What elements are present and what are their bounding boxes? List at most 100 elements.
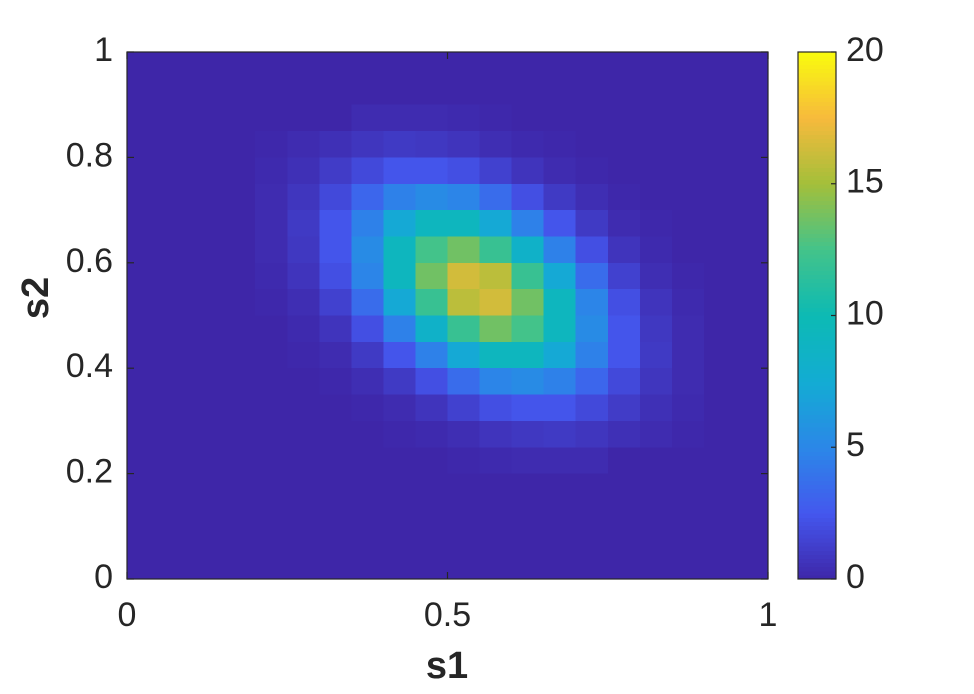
- heatmap-cell: [351, 183, 384, 211]
- heatmap-cell: [159, 131, 192, 158]
- heatmap-cell: [735, 552, 769, 580]
- heatmap-cell: [447, 236, 481, 264]
- heatmap-cell: [671, 552, 705, 580]
- heatmap-cell: [479, 289, 513, 317]
- heatmap-cell: [351, 289, 384, 317]
- colorbar-swatch: [798, 500, 836, 506]
- colorbar-swatch: [798, 126, 836, 131]
- heatmap-cell: [543, 104, 577, 132]
- colorbar-swatch: [798, 64, 836, 70]
- heatmap-cell: [671, 236, 705, 264]
- colorbar-swatch: [798, 117, 836, 123]
- colorbar-swatch: [798, 270, 836, 275]
- heatmap-cell: [671, 210, 705, 238]
- heatmap-cell: [575, 183, 609, 211]
- heatmap-cell: [223, 157, 256, 185]
- heatmap-cell: [351, 78, 384, 106]
- heatmap-cell: [223, 78, 256, 106]
- heatmap-cell: [255, 236, 288, 264]
- heatmap-cell: [159, 315, 192, 343]
- heatmap-cell: [415, 341, 449, 369]
- heatmap-cell: [287, 526, 320, 554]
- colorbar-swatch: [798, 303, 836, 308]
- heatmap-cell: [543, 210, 577, 238]
- heatmap-cell: [319, 499, 352, 527]
- heatmap-cell: [575, 552, 609, 580]
- colorbar-swatch: [798, 286, 836, 292]
- heatmap-cell: [511, 78, 545, 106]
- heatmap-cell: [703, 315, 737, 343]
- heatmap-cell: [479, 552, 513, 580]
- heatmap-cell: [415, 289, 449, 317]
- heatmap-cell: [319, 78, 352, 106]
- colorbar-swatch: [798, 422, 836, 428]
- heatmap-cell: [223, 341, 256, 369]
- heatmap-cell: [543, 52, 577, 79]
- heatmap-cell: [543, 499, 577, 527]
- heatmap-cell: [575, 104, 609, 132]
- heatmap-cell: [351, 447, 384, 475]
- heatmap-cell: [287, 447, 320, 475]
- colorbar-swatch: [798, 389, 836, 395]
- colorbar-swatch: [798, 179, 836, 185]
- heatmap-cell: [607, 315, 641, 343]
- heatmap-cell: [511, 104, 545, 132]
- heatmap-cell: [671, 78, 705, 106]
- heatmap-cell: [383, 499, 417, 527]
- heatmap-cell: [383, 52, 417, 79]
- heatmap-cell: [127, 420, 160, 448]
- colorbar-swatch: [798, 521, 836, 527]
- heatmap-cell: [639, 78, 673, 106]
- heatmap-cell: [191, 368, 224, 396]
- colorbar-swatch: [798, 327, 836, 333]
- colorbar-swatch: [798, 72, 836, 78]
- heatmap-cell: [479, 447, 513, 475]
- heatmap-cell: [607, 447, 641, 475]
- heatmap-cell: [511, 183, 545, 211]
- heatmap-cell: [511, 447, 545, 475]
- heatmap-cell: [575, 341, 609, 369]
- colorbar-swatch: [798, 418, 836, 424]
- heatmap-cell: [191, 552, 224, 580]
- heatmap-cell: [191, 236, 224, 264]
- heatmap-cell: [479, 341, 513, 369]
- heatmap-cell: [287, 236, 320, 264]
- heatmap-cell: [703, 420, 737, 448]
- heatmap-cell: [319, 131, 352, 158]
- heatmap-cell: [703, 289, 737, 317]
- colorbar-swatch: [798, 356, 836, 362]
- heatmap-cell: [319, 289, 352, 317]
- heatmap-cell: [383, 131, 417, 158]
- heatmap-cell: [223, 183, 256, 211]
- heatmap-cell: [191, 473, 224, 501]
- heatmap-cell: [671, 447, 705, 475]
- heatmap-cell: [191, 183, 224, 211]
- heatmap-cell: [383, 183, 417, 211]
- colorbar-swatch: [798, 451, 836, 457]
- heatmap-cell: [735, 341, 769, 369]
- colorbar-swatch: [798, 517, 836, 522]
- heatmap-cell: [319, 394, 352, 422]
- heatmap-cell: [287, 78, 320, 106]
- colorbar-swatch: [798, 504, 836, 510]
- heatmap-cell: [319, 420, 352, 448]
- heatmap-cell: [159, 157, 192, 185]
- heatmap-cell: [511, 210, 545, 238]
- colorbar-swatch: [798, 364, 836, 370]
- heatmap-cell: [447, 52, 481, 79]
- heatmap-cell: [703, 157, 737, 185]
- heatmap-cell: [351, 420, 384, 448]
- heatmap-cell: [639, 552, 673, 580]
- heatmap-cell: [127, 447, 160, 475]
- heatmap-cell: [415, 262, 449, 290]
- colorbar-swatch: [798, 187, 836, 193]
- heatmap-cell: [255, 210, 288, 238]
- heatmap-cell: [383, 289, 417, 317]
- colorbar-swatch: [798, 245, 836, 251]
- colorbar-tick-label: 5: [846, 426, 865, 464]
- heatmap-cell: [703, 131, 737, 158]
- heatmap-cell: [191, 289, 224, 317]
- heatmap-cell: [191, 341, 224, 369]
- colorbar-swatch: [798, 406, 836, 411]
- heatmap-cell: [159, 394, 192, 422]
